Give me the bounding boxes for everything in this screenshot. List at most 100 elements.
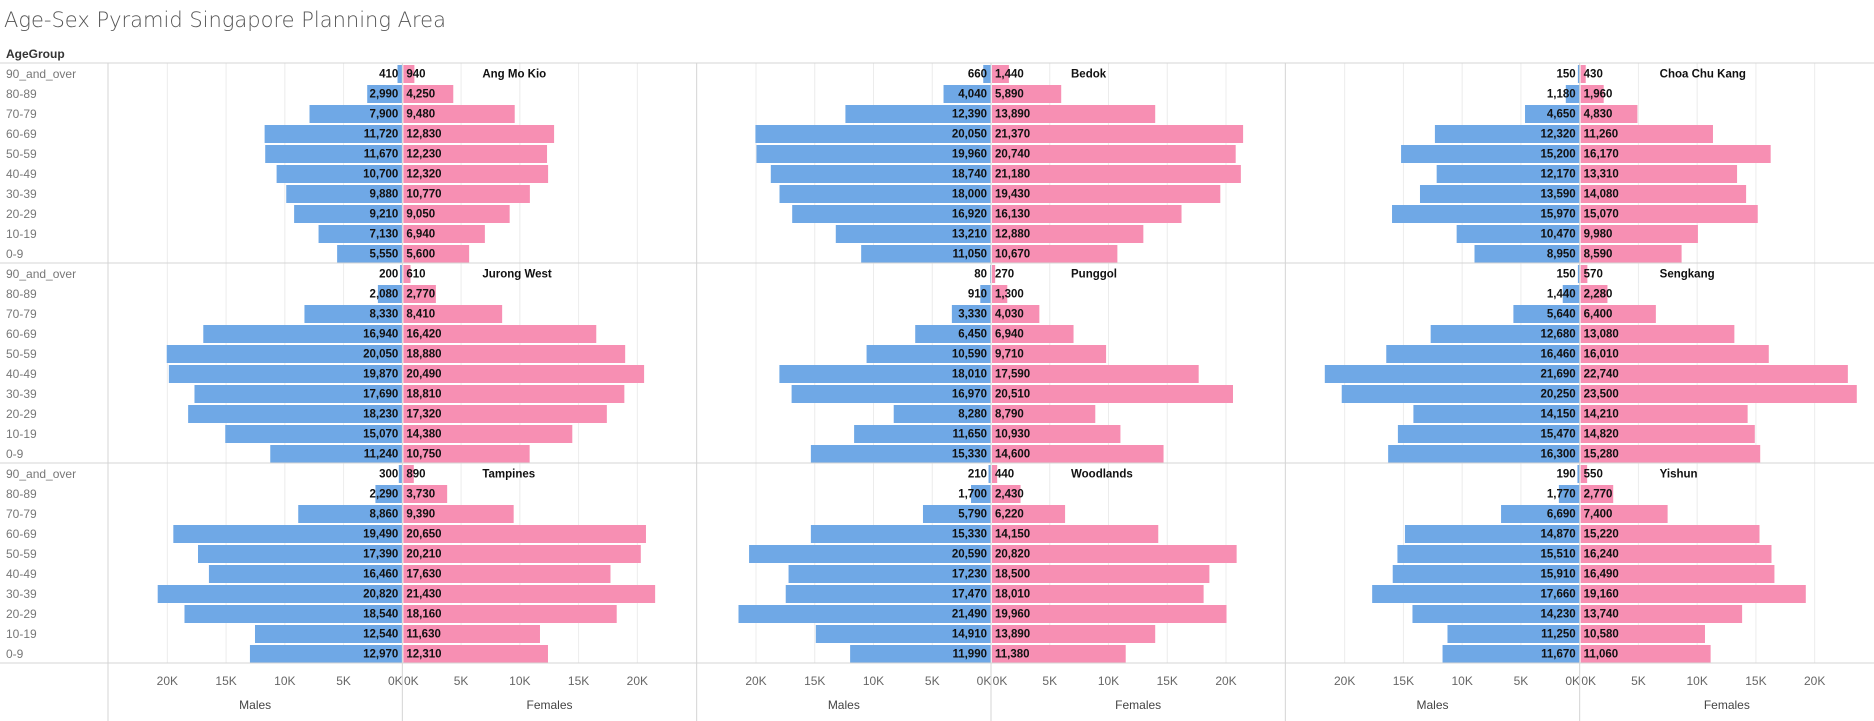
bar-males-ang-mo-kio-30-39 <box>286 185 403 203</box>
bar-females-jurong-west-20-29 <box>403 405 607 423</box>
label-males-tampines-30-39: 20,820 <box>363 589 398 601</box>
bar-females-bedok-60-69 <box>992 125 1244 143</box>
label-males-sengkang-40-49: 21,690 <box>1540 369 1575 381</box>
age-label-10-19: 10-19 <box>6 227 37 241</box>
label-males-woodlands-0-9: 11,990 <box>952 649 987 661</box>
bar-females-yishun-20-29 <box>1580 605 1743 623</box>
label-females-jurong-west-30-39: 18,810 <box>406 389 441 401</box>
area-title-bedok: Bedok <box>1071 69 1107 81</box>
age-label-0-9: 0-9 <box>6 247 24 261</box>
bar-females-tampines-10-19 <box>403 625 540 643</box>
label-males-tampines-10-19: 12,540 <box>363 629 398 641</box>
bar-males-choa-chu-kang-30-39 <box>1419 185 1580 203</box>
label-males-bedok-40-49: 18,740 <box>952 169 987 181</box>
bar-females-yishun-50-59 <box>1580 545 1772 563</box>
label-males-jurong-west-20-29: 18,230 <box>363 409 398 421</box>
label-females-yishun-50-59: 16,240 <box>1584 549 1619 561</box>
bar-females-sengkang-20-29 <box>1580 405 1748 423</box>
age-label-80-89: 80-89 <box>6 87 37 101</box>
age-label-30-39: 30-39 <box>6 587 37 601</box>
label-males-punggol-40-49: 18,010 <box>952 369 987 381</box>
tick-females-20k: 20K <box>627 674 648 688</box>
label-males-choa-chu-kang-30-39: 13,590 <box>1540 189 1575 201</box>
bar-males-woodlands-10-19 <box>815 625 991 643</box>
bar-females-woodlands-90-and-over <box>992 465 998 483</box>
bar-males-ang-mo-kio-40-49 <box>276 165 403 183</box>
label-males-choa-chu-kang-50-59: 15,200 <box>1540 149 1575 161</box>
label-males-woodlands-20-29: 21,490 <box>952 609 987 621</box>
bar-females-jurong-west-10-19 <box>403 425 573 443</box>
bar-females-sengkang-50-59 <box>1580 345 1769 363</box>
bar-males-jurong-west-50-59 <box>166 345 403 363</box>
label-females-sengkang-10-19: 14,820 <box>1584 429 1619 441</box>
bar-males-yishun-60-69 <box>1404 525 1580 543</box>
area-title-choa-chu-kang: Choa Chu Kang <box>1660 69 1746 81</box>
bar-females-woodlands-70-79 <box>992 505 1066 523</box>
bar-males-punggol-40-49 <box>779 365 991 383</box>
axis-title-males: Males <box>1416 698 1448 712</box>
tick-males-0k: 0K <box>388 674 403 688</box>
label-males-punggol-70-79: 3,330 <box>958 309 987 321</box>
label-males-jurong-west-40-49: 19,870 <box>363 369 398 381</box>
bar-females-bedok-10-19 <box>992 225 1144 243</box>
bar-males-yishun-40-49 <box>1392 565 1580 583</box>
bar-males-bedok-20-29 <box>792 205 991 223</box>
bar-females-jurong-west-40-49 <box>403 365 645 383</box>
label-females-tampines-90-and-over: 890 <box>406 469 425 481</box>
tick-males-10k: 10K <box>863 674 884 688</box>
bar-females-woodlands-60-69 <box>992 525 1159 543</box>
bar-females-tampines-50-59 <box>403 545 641 563</box>
age-label-50-59: 50-59 <box>6 547 37 561</box>
bar-females-yishun-30-39 <box>1580 585 1806 603</box>
tick-males-20k: 20K <box>745 674 766 688</box>
bar-males-ang-mo-kio-70-79 <box>309 105 403 123</box>
label-females-punggol-50-59: 9,710 <box>995 349 1024 361</box>
bar-females-jurong-west-50-59 <box>403 345 626 363</box>
bar-males-sengkang-20-29 <box>1413 405 1580 423</box>
bar-females-jurong-west-80-89 <box>403 285 436 303</box>
bar-females-jurong-west-70-79 <box>403 305 503 323</box>
label-males-ang-mo-kio-40-49: 10,700 <box>363 169 398 181</box>
bar-females-choa-chu-kang-10-19 <box>1580 225 1698 243</box>
tick-females-5k: 5K <box>1631 674 1646 688</box>
label-females-yishun-30-39: 19,160 <box>1584 589 1619 601</box>
label-females-tampines-10-19: 11,630 <box>406 629 441 641</box>
label-females-jurong-west-80-89: 2,770 <box>406 289 435 301</box>
age-label-30-39: 30-39 <box>6 387 37 401</box>
bar-males-yishun-0-9 <box>1442 645 1580 663</box>
bar-females-ang-mo-kio-80-89 <box>403 85 454 103</box>
bar-females-yishun-90-and-over <box>1580 465 1588 483</box>
bar-males-ang-mo-kio-10-19 <box>318 225 403 243</box>
label-females-choa-chu-kang-80-89: 1,960 <box>1584 89 1613 101</box>
bar-females-bedok-90-and-over <box>992 65 1009 83</box>
label-females-woodlands-40-49: 18,500 <box>995 569 1030 581</box>
label-males-punggol-20-29: 8,280 <box>958 409 987 421</box>
label-males-jurong-west-70-79: 8,330 <box>370 309 399 321</box>
label-males-choa-chu-kang-0-9: 8,950 <box>1547 249 1576 261</box>
bar-females-choa-chu-kang-20-29 <box>1580 205 1758 223</box>
bar-females-tampines-60-69 <box>403 525 646 543</box>
bar-females-tampines-40-49 <box>403 565 611 583</box>
label-males-sengkang-30-39: 20,250 <box>1540 389 1575 401</box>
axis-title-males: Males <box>239 698 271 712</box>
bar-males-bedok-70-79 <box>845 105 991 123</box>
bar-females-punggol-80-89 <box>992 285 1008 303</box>
tick-females-0k: 0K <box>404 674 419 688</box>
age-label-30-39: 30-39 <box>6 187 37 201</box>
bar-males-jurong-west-40-49 <box>168 365 403 383</box>
label-females-punggol-30-39: 20,510 <box>995 389 1030 401</box>
bar-females-punggol-10-19 <box>992 425 1121 443</box>
label-females-sengkang-70-79: 6,400 <box>1584 309 1613 321</box>
bar-males-woodlands-20-29 <box>738 605 991 623</box>
age-label-90-and-over: 90_and_over <box>6 267 76 281</box>
bar-males-choa-chu-kang-40-49 <box>1436 165 1580 183</box>
bar-males-choa-chu-kang-70-79 <box>1525 105 1580 123</box>
bar-males-bedok-80-89 <box>943 85 991 103</box>
bar-females-bedok-40-49 <box>992 165 1241 183</box>
bar-males-ang-mo-kio-0-9 <box>337 245 403 263</box>
bar-males-tampines-90-and-over <box>398 465 403 483</box>
bar-males-choa-chu-kang-20-29 <box>1392 205 1580 223</box>
label-females-tampines-20-29: 18,160 <box>406 609 441 621</box>
label-males-jurong-west-50-59: 20,050 <box>363 349 398 361</box>
